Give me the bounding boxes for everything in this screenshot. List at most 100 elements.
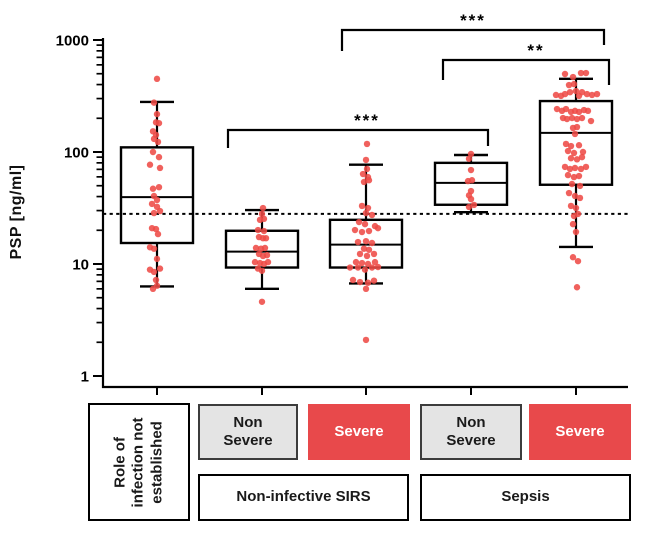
data-point [570, 173, 578, 181]
data-point [368, 211, 376, 219]
data-point [358, 202, 366, 210]
data-point [465, 203, 473, 211]
data-point [565, 189, 573, 197]
data-point [364, 279, 372, 286]
data-point [263, 251, 271, 259]
data-point [365, 227, 373, 235]
data-point [261, 244, 269, 252]
data-point [258, 210, 266, 218]
significance-bracket [226, 128, 490, 148]
significance-label: *** [460, 11, 486, 30]
y-axis-title: PSP [ng/ml] [8, 164, 25, 260]
data-point [565, 81, 573, 89]
data-point [149, 285, 157, 293]
data-point [579, 148, 587, 156]
data-point [564, 171, 572, 179]
data-point [567, 202, 575, 210]
data-point [571, 192, 579, 200]
data-point [467, 166, 475, 174]
data-point [368, 239, 376, 247]
data-point [154, 138, 162, 146]
data-point [582, 69, 590, 77]
data-point [360, 178, 368, 186]
data-point [583, 90, 591, 98]
data-point [252, 244, 260, 252]
data-point [570, 80, 578, 88]
data-point [577, 165, 585, 173]
data-point [573, 156, 581, 163]
data-point [578, 153, 586, 161]
category-label-nonsevere-sepsis: Non Severe [420, 404, 522, 460]
data-point [356, 250, 364, 258]
data-point [571, 164, 579, 172]
data-point [361, 220, 369, 228]
data-point [153, 255, 161, 263]
group-label-non-infective-sirs: Non-infective SIRS [198, 474, 409, 521]
data-point [374, 224, 382, 232]
data-point [363, 140, 371, 148]
data-point [156, 207, 164, 215]
data-point [567, 142, 575, 150]
data-point [362, 336, 370, 344]
category-label-text: Role of infection not established [111, 416, 166, 507]
data-point [564, 147, 572, 155]
data-point [464, 177, 472, 185]
data-point [149, 148, 157, 156]
data-point [574, 257, 582, 265]
data-point [362, 156, 370, 164]
significance-label: *** [354, 111, 380, 130]
data-point [155, 119, 163, 127]
data-point [152, 276, 160, 284]
data-point [358, 228, 366, 236]
data-point [358, 259, 366, 267]
category-label-infection-not-established: Role of infection not established [88, 403, 190, 521]
data-point [360, 245, 368, 252]
boxplot-group-nonsevere-sepsis [433, 153, 509, 214]
significance-bracket [340, 28, 606, 51]
data-point [562, 105, 570, 113]
data-point [354, 238, 362, 246]
significance-bracket [441, 58, 611, 85]
data-point [262, 234, 270, 242]
data-point [362, 285, 370, 293]
data-point [356, 278, 364, 286]
data-point [553, 105, 561, 113]
data-point [153, 110, 161, 118]
data-point [467, 195, 475, 203]
data-point [355, 218, 363, 226]
data-point [561, 70, 569, 78]
significance-brackets: ******** [226, 11, 611, 148]
points-severe-sirs [346, 140, 382, 344]
data-point [370, 277, 378, 284]
data-point [150, 99, 158, 106]
data-point [572, 87, 580, 95]
data-point [584, 107, 592, 115]
data-point [577, 69, 585, 77]
data-point [575, 92, 583, 100]
y-tick-label: 100 [64, 145, 89, 162]
data-point [149, 185, 157, 192]
data-point [362, 209, 370, 217]
data-point [575, 172, 583, 180]
data-point [573, 123, 581, 131]
data-point [573, 284, 581, 291]
data-point [363, 165, 371, 173]
data-point [568, 180, 576, 188]
data-point [361, 266, 369, 273]
data-point [363, 252, 371, 260]
data-point [374, 263, 382, 271]
y-tick-label: 10 [72, 257, 89, 274]
axes: 1000 100 10 1 [56, 33, 628, 395]
data-point [152, 225, 160, 233]
data-point [569, 254, 577, 261]
data-point [259, 204, 267, 212]
data-point [576, 182, 584, 190]
group-label-sepsis: Sepsis [420, 474, 631, 521]
data-point [156, 164, 164, 172]
category-label-severe-sepsis: Severe [529, 404, 631, 460]
data-point [150, 245, 158, 252]
data-point [260, 227, 268, 235]
y-tick-label: 1 [81, 369, 89, 386]
